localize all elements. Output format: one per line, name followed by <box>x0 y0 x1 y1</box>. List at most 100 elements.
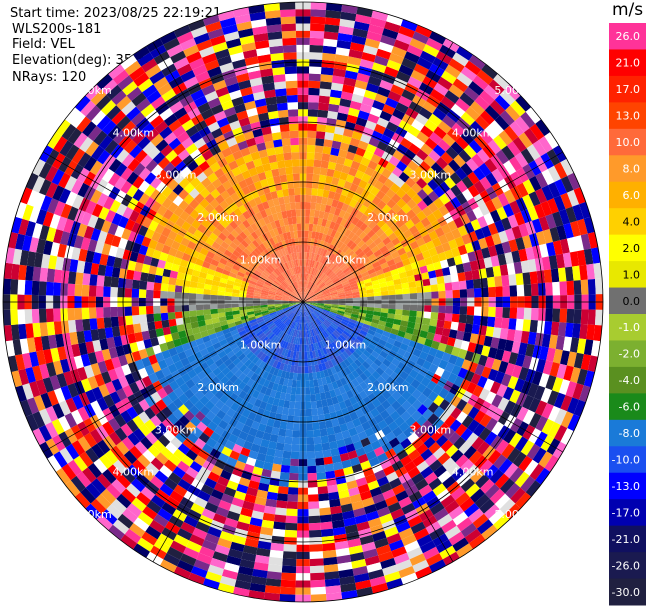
range-gate-cell <box>400 137 413 149</box>
range-gate-cell <box>410 215 421 226</box>
range-gate-cell <box>304 280 306 288</box>
range-gate-cell <box>310 302 318 304</box>
range-gate-cell <box>430 312 439 320</box>
range-gate-cell <box>385 97 399 109</box>
range-gate-cell <box>341 264 349 272</box>
range-gate-cell <box>361 339 370 347</box>
range-gate-cell <box>334 163 344 172</box>
range-gate-cell <box>407 321 416 329</box>
range-gate-cell <box>309 304 317 309</box>
range-gate-cell <box>308 522 321 531</box>
range-gate-cell <box>355 14 372 25</box>
range-gate-cell <box>424 305 432 313</box>
range-gate-cell <box>535 467 551 485</box>
range-gate-cell <box>381 204 392 214</box>
range-gate-cell <box>408 281 417 288</box>
range-gate-cell <box>580 233 591 250</box>
range-gate-cell <box>336 40 352 50</box>
range-gate-cell <box>319 88 331 97</box>
range-gate-cell <box>323 31 339 40</box>
range-gate-cell <box>529 271 538 285</box>
range-gate-cell <box>315 457 325 466</box>
range-gate-cell <box>342 84 355 94</box>
range-gate-cell <box>308 102 319 110</box>
range-gate-cell <box>471 269 480 280</box>
range-gate-cell <box>315 278 321 285</box>
range-gate-cell <box>426 380 437 391</box>
range-gate-cell <box>355 228 364 237</box>
range-gate-cell <box>267 564 283 573</box>
range-gate-cell <box>487 245 498 257</box>
range-gate-cell <box>280 579 296 588</box>
range-gate-cell <box>344 269 352 276</box>
range-gate-cell <box>324 298 332 301</box>
range-gate-cell <box>465 279 474 290</box>
range-gate-cell <box>323 38 338 48</box>
range-gate-cell <box>566 237 577 253</box>
range-gate-cell <box>411 182 423 194</box>
range-gate-cell <box>361 326 369 333</box>
range-gate-cell <box>376 117 390 128</box>
range-gate-cell <box>217 304 225 309</box>
range-gate-cell <box>341 203 350 212</box>
range-gate-cell <box>281 138 291 147</box>
range-gate-cell <box>393 77 408 90</box>
range-gate-cell <box>392 108 406 120</box>
range-gate-cell <box>314 289 322 295</box>
range-gate-cell <box>381 213 392 224</box>
range-gate-cell <box>210 308 218 315</box>
range-gate-cell <box>270 542 284 552</box>
range-gate-cell <box>324 302 332 305</box>
range-gate-cell <box>488 306 496 318</box>
range-gate-cell <box>314 443 323 452</box>
range-gate-cell <box>461 188 474 202</box>
range-gate-cell <box>431 356 442 367</box>
range-gate-cell <box>455 263 465 274</box>
range-gate-cell <box>424 137 438 150</box>
range-gate-cell <box>441 352 452 363</box>
range-gate-cell <box>306 252 310 260</box>
range-gate-cell <box>3 278 11 295</box>
range-gate-cell <box>483 257 493 269</box>
range-gate-cell <box>328 312 336 318</box>
range-gate-cell <box>429 318 438 327</box>
range-gate-cell <box>103 307 111 318</box>
range-gate-cell <box>468 54 486 70</box>
range-gate-cell <box>365 332 374 340</box>
range-gate-cell <box>334 267 341 275</box>
range-gate-cell <box>507 375 519 390</box>
range-gate-cell <box>323 305 332 309</box>
range-gate-cell <box>513 261 523 274</box>
range-gate-cell <box>217 295 225 300</box>
range-gate-cell <box>381 295 389 300</box>
range-gate-cell <box>516 307 525 320</box>
range-gate-cell <box>417 259 427 268</box>
range-gate-cell <box>390 268 399 276</box>
range-gate-cell <box>146 313 155 323</box>
range-gate-cell <box>579 264 588 281</box>
range-gate-cell <box>514 436 529 452</box>
range-gate-cell <box>579 385 591 403</box>
range-gate-cell <box>473 423 486 437</box>
range-gate-cell <box>268 556 283 566</box>
range-gate-cell <box>460 162 473 176</box>
range-gate-cell <box>356 261 364 269</box>
range-gate-cell <box>372 215 382 225</box>
range-gate-cell <box>75 272 84 285</box>
range-gate-cell <box>351 311 360 316</box>
range-gate-cell <box>440 151 454 165</box>
range-gate-cell <box>315 308 323 313</box>
range-gate-cell <box>324 303 332 306</box>
range-gate-cell <box>538 373 550 388</box>
range-gate-cell <box>363 207 373 217</box>
range-gate-cell <box>375 328 384 335</box>
range-gate-cell <box>563 222 574 239</box>
range-gate-cell <box>458 149 472 163</box>
range-gate-cell <box>365 120 377 131</box>
range-gate-cell <box>504 84 521 101</box>
range-gate-cell <box>556 363 567 380</box>
range-gate-cell <box>320 435 329 444</box>
range-gate-cell <box>189 287 197 294</box>
range-gate-cell <box>539 243 549 258</box>
range-gate-cell <box>531 218 543 233</box>
